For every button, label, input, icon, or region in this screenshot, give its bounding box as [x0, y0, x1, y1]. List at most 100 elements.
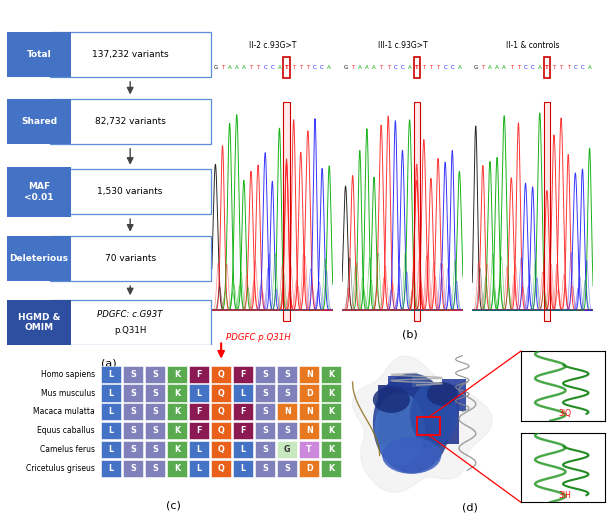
Bar	[321, 441, 341, 458]
Text: C: C	[263, 65, 267, 70]
Bar	[255, 366, 275, 383]
Text: S: S	[262, 464, 268, 473]
Text: K: K	[328, 464, 334, 473]
Text: L: L	[109, 464, 114, 473]
Text: Q: Q	[218, 407, 225, 416]
Text: T: T	[221, 65, 224, 70]
Text: 137,232 variants: 137,232 variants	[92, 50, 168, 59]
Text: L: L	[109, 407, 114, 416]
Text: S: S	[284, 370, 290, 379]
Bar	[543, 102, 550, 321]
Text: A: A	[457, 65, 461, 70]
Bar	[321, 403, 341, 420]
Text: A: A	[488, 65, 492, 70]
Bar	[145, 384, 165, 402]
Bar	[123, 460, 143, 477]
Text: Q: Q	[218, 426, 225, 435]
Text: F: F	[196, 370, 202, 379]
Text: III-1 c.93G>T: III-1 c.93G>T	[378, 41, 427, 49]
Bar	[167, 460, 187, 477]
Bar	[123, 422, 143, 439]
Bar	[167, 384, 187, 402]
Bar	[432, 385, 459, 444]
Text: Homo sapiens: Homo sapiens	[41, 370, 95, 379]
Text: Mus musculus: Mus musculus	[41, 388, 95, 398]
Bar	[211, 384, 231, 402]
Bar	[299, 441, 319, 458]
Text: S: S	[262, 388, 268, 398]
Bar	[123, 384, 143, 402]
Text: L: L	[109, 370, 114, 379]
Text: T: T	[257, 65, 260, 70]
Text: A: A	[327, 65, 331, 70]
Text: F: F	[196, 407, 202, 416]
Text: II-1 & controls: II-1 & controls	[506, 41, 559, 49]
Text: Macaca mulatta: Macaca mulatta	[33, 407, 95, 416]
Bar	[413, 102, 420, 321]
Text: T: T	[422, 65, 426, 70]
Text: C: C	[313, 65, 317, 70]
Text: D: D	[306, 388, 313, 398]
Text: 1,530 variants: 1,530 variants	[98, 187, 163, 196]
Text: S: S	[152, 426, 158, 435]
FancyBboxPatch shape	[50, 32, 211, 77]
Text: K: K	[174, 370, 181, 379]
Bar	[277, 441, 297, 458]
Text: (c): (c)	[166, 501, 181, 511]
Text: A: A	[228, 65, 231, 70]
Bar	[211, 460, 231, 477]
Text: A: A	[358, 65, 362, 70]
FancyBboxPatch shape	[7, 236, 71, 281]
FancyBboxPatch shape	[50, 300, 211, 345]
Bar	[101, 384, 121, 402]
Text: 82,732 variants: 82,732 variants	[95, 117, 166, 126]
Text: S: S	[130, 426, 136, 435]
Text: S: S	[262, 370, 268, 379]
Bar	[299, 403, 319, 420]
Bar	[417, 417, 440, 435]
Text: C: C	[530, 65, 535, 70]
Text: T: T	[437, 65, 440, 70]
Text: S: S	[152, 388, 158, 398]
Bar	[233, 422, 253, 439]
Bar	[189, 460, 209, 477]
Bar	[543, 102, 550, 321]
Text: T: T	[379, 65, 383, 70]
Bar	[277, 403, 297, 420]
Text: F: F	[241, 370, 246, 379]
Text: C: C	[270, 65, 274, 70]
Text: C: C	[581, 65, 585, 70]
Bar	[283, 102, 290, 321]
Text: Total: Total	[26, 50, 52, 59]
Text: S: S	[284, 388, 290, 398]
Text: K: K	[328, 407, 334, 416]
Bar	[255, 403, 275, 420]
Text: S: S	[152, 407, 158, 416]
Bar	[167, 422, 187, 439]
Text: T: T	[351, 65, 354, 70]
Text: A: A	[278, 65, 281, 70]
Text: A: A	[365, 65, 369, 70]
Ellipse shape	[375, 392, 426, 466]
Text: L: L	[196, 464, 202, 473]
Bar	[101, 366, 121, 383]
Ellipse shape	[373, 373, 451, 473]
Bar	[255, 384, 275, 402]
Bar	[189, 422, 209, 439]
Text: T: T	[306, 65, 309, 70]
FancyBboxPatch shape	[7, 300, 71, 345]
Text: T: T	[481, 65, 484, 70]
Ellipse shape	[427, 382, 457, 406]
Text: F: F	[241, 426, 246, 435]
Bar	[283, 102, 290, 321]
Text: T: T	[517, 65, 520, 70]
FancyBboxPatch shape	[7, 32, 71, 77]
Text: A: A	[502, 65, 506, 70]
Text: K: K	[328, 370, 334, 379]
Text: C: C	[443, 65, 447, 70]
Bar	[255, 441, 275, 458]
Bar	[255, 422, 275, 439]
Text: N: N	[284, 407, 290, 416]
FancyBboxPatch shape	[7, 167, 71, 217]
Text: 70 variants: 70 variants	[104, 254, 156, 263]
